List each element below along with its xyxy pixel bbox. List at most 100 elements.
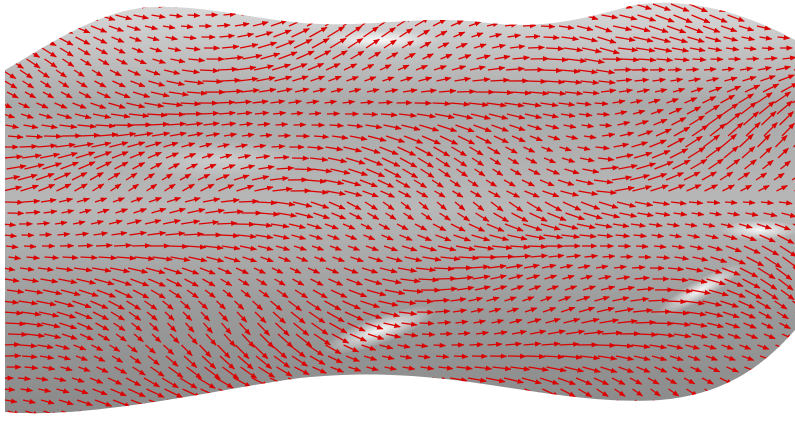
arrow xyxy=(725,4,743,11)
arrow xyxy=(1,26,20,32)
arrow xyxy=(114,245,132,246)
arrow xyxy=(509,3,522,4)
arrow xyxy=(414,378,428,380)
arrow xyxy=(600,125,612,126)
arrow xyxy=(399,389,414,391)
arrow xyxy=(437,0,454,4)
arrow xyxy=(20,146,38,147)
arrow xyxy=(671,400,682,409)
arrow xyxy=(55,26,73,33)
arrow xyxy=(131,4,148,7)
arrow xyxy=(473,0,488,4)
arrow xyxy=(434,345,446,346)
arrow xyxy=(132,246,151,247)
arrow xyxy=(168,246,188,247)
arrow xyxy=(80,411,97,417)
arrow xyxy=(581,400,592,408)
arrow xyxy=(545,4,557,5)
arrow xyxy=(725,400,740,409)
arrow xyxy=(435,389,453,392)
arrow xyxy=(759,389,776,396)
arrow xyxy=(473,400,492,406)
arrow xyxy=(185,4,198,5)
arrow xyxy=(206,411,222,414)
arrow xyxy=(725,202,737,203)
arrow xyxy=(59,4,79,7)
arrow xyxy=(8,334,27,335)
arrow xyxy=(275,1,288,4)
arrow xyxy=(541,26,555,27)
arrow xyxy=(386,5,403,15)
arrow xyxy=(296,9,312,15)
arrow xyxy=(257,2,270,4)
arrow xyxy=(347,400,360,401)
arrow xyxy=(491,2,505,5)
arrow xyxy=(674,411,686,422)
arrow xyxy=(470,344,483,345)
arrow xyxy=(293,0,307,4)
arrow xyxy=(2,345,21,346)
arrow xyxy=(638,334,657,335)
arrow xyxy=(599,400,609,408)
arrow xyxy=(80,15,98,20)
arrow xyxy=(329,0,346,4)
arrow xyxy=(777,389,795,394)
arrow xyxy=(693,59,706,60)
arrow xyxy=(762,48,774,49)
arrow xyxy=(363,389,376,391)
arrow xyxy=(6,48,23,57)
arrow xyxy=(743,400,760,408)
arrow xyxy=(327,114,340,115)
arrow xyxy=(314,410,327,411)
arrow xyxy=(710,411,725,422)
arrow xyxy=(707,400,721,409)
arrow xyxy=(542,70,562,71)
arrow xyxy=(275,400,288,402)
arrow xyxy=(44,136,62,137)
arrow xyxy=(453,389,472,393)
arrow xyxy=(596,345,616,346)
surface xyxy=(5,3,795,413)
arrow xyxy=(363,114,378,115)
arrow xyxy=(311,400,323,401)
arrow xyxy=(165,114,185,115)
arrow xyxy=(765,58,778,59)
arrow xyxy=(526,356,545,357)
arrow xyxy=(761,4,778,9)
arrow xyxy=(342,378,354,381)
arrow xyxy=(528,47,544,48)
arrow xyxy=(545,400,559,408)
arrow xyxy=(260,12,274,16)
arrow xyxy=(218,69,238,70)
arrow xyxy=(309,113,321,114)
arrow xyxy=(78,245,93,246)
arrow xyxy=(707,202,720,203)
arrow xyxy=(635,400,644,408)
arrow xyxy=(295,169,314,170)
arrow xyxy=(454,356,468,357)
arrow xyxy=(220,235,240,236)
arrow xyxy=(332,410,346,411)
arrow xyxy=(620,411,629,420)
arrow xyxy=(617,400,626,408)
arrow xyxy=(546,48,564,49)
arrow xyxy=(293,400,305,401)
arrow xyxy=(350,5,367,15)
arrow xyxy=(782,411,795,416)
arrow xyxy=(653,400,663,408)
arrow xyxy=(401,0,419,4)
arrow xyxy=(476,411,494,417)
arrow xyxy=(221,80,241,81)
arrow xyxy=(273,389,287,393)
arrow xyxy=(761,400,779,407)
arrow xyxy=(22,37,40,46)
arrow xyxy=(379,102,393,103)
arrow xyxy=(329,400,341,401)
arrow xyxy=(523,25,536,26)
arrow xyxy=(437,400,456,403)
arrow xyxy=(378,378,390,380)
arrow xyxy=(239,400,254,403)
arrow xyxy=(44,15,63,20)
arrow xyxy=(37,26,55,33)
arrow xyxy=(491,400,509,407)
